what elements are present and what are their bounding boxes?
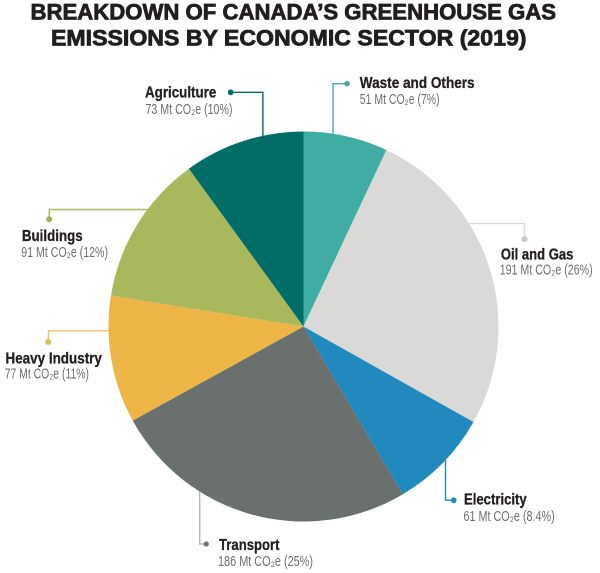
- svg-text:Oil and Gas: Oil and Gas: [501, 247, 574, 264]
- svg-text:77 Mt CO₂e (11%): 77 Mt CO₂e (11%): [5, 367, 89, 383]
- svg-text:73 Mt CO₂e (10%): 73 Mt CO₂e (10%): [146, 102, 233, 118]
- svg-text:51 Mt CO₂e (7%): 51 Mt CO₂e (7%): [360, 92, 440, 108]
- svg-text:Transport: Transport: [219, 537, 280, 554]
- svg-text:191 Mt CO₂e (26%): 191 Mt CO₂e (26%): [500, 263, 593, 279]
- svg-text:Buildings: Buildings: [22, 228, 83, 245]
- svg-text:61 Mt CO₂e (8.4%): 61 Mt CO₂e (8.4%): [464, 509, 555, 525]
- svg-text:Heavy Industry: Heavy Industry: [6, 350, 102, 367]
- svg-text:Agriculture: Agriculture: [145, 85, 216, 102]
- svg-text:91 Mt CO₂e (12%): 91 Mt CO₂e (12%): [21, 245, 108, 261]
- svg-text:EMISSIONS BY ECONOMIC SECTOR (: EMISSIONS BY ECONOMIC SECTOR (2019): [51, 26, 527, 51]
- svg-text:Waste and Others: Waste and Others: [360, 75, 475, 92]
- svg-text:BREAKDOWN OF CANADA’S GREENHOU: BREAKDOWN OF CANADA’S GREENHOUSE GAS: [31, 0, 557, 25]
- svg-text:186 Mt CO₂e (25%): 186 Mt CO₂e (25%): [218, 554, 313, 570]
- svg-text:Electricity: Electricity: [464, 491, 527, 508]
